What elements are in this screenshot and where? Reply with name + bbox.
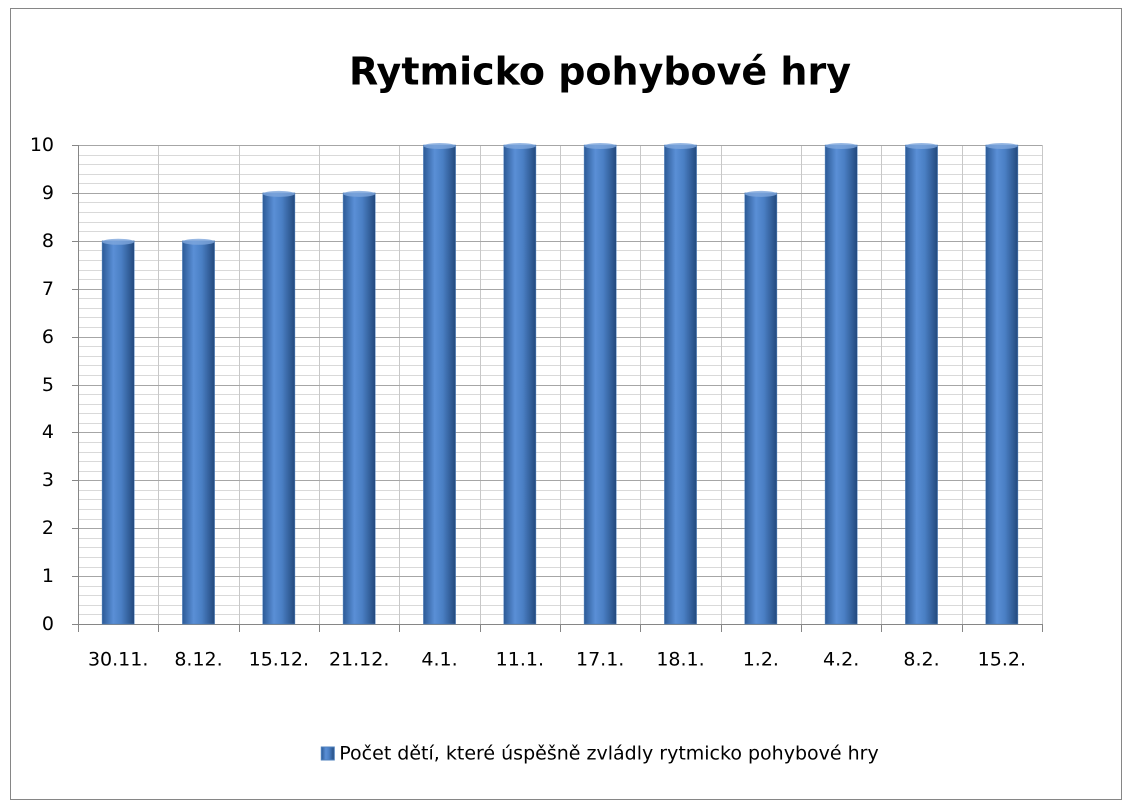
x-tick-label: 18.1. — [656, 649, 704, 671]
y-tick-label: 6 — [42, 326, 54, 348]
x-tick-label: 15.12. — [249, 649, 309, 671]
x-tick-label: 17.1. — [576, 649, 624, 671]
bar — [423, 144, 456, 625]
legend: Počet dětí, které úspěšně zvládly rytmic… — [320, 743, 879, 765]
x-tick-label: 4.1. — [421, 649, 457, 671]
y-tick-label: 2 — [42, 517, 54, 539]
bar-cap — [423, 143, 456, 149]
bar — [744, 192, 778, 625]
y-tick-label: 9 — [42, 182, 54, 204]
bar-cap — [343, 190, 376, 197]
x-tick-label: 21.12. — [329, 649, 389, 671]
bar-cap — [182, 238, 215, 245]
legend-swatch — [320, 746, 335, 761]
y-tick-label: 8 — [42, 230, 54, 252]
y-tick-label: 0 — [42, 613, 54, 635]
bar — [503, 144, 537, 625]
bar-cap — [985, 143, 1018, 149]
bar-cap — [584, 143, 617, 149]
y-tick-label: 7 — [42, 278, 54, 300]
bar — [101, 240, 135, 625]
bar — [342, 192, 376, 625]
bar — [905, 144, 938, 625]
grid — [72, 145, 1043, 632]
bar-cap — [102, 238, 135, 245]
x-tick-label: 11.1. — [496, 649, 544, 671]
x-tick-label: 1.2. — [743, 649, 779, 671]
chart-title: Rytmicko pohybové hry — [349, 50, 851, 94]
bar — [583, 144, 617, 625]
y-tick-label: 10 — [30, 134, 54, 156]
bar-cap — [664, 143, 697, 149]
bar-cap — [744, 190, 777, 197]
marks — [101, 143, 1019, 625]
bar-cap — [262, 190, 295, 197]
x-tick-label: 8.12. — [174, 649, 222, 671]
y-tick-label: 4 — [42, 421, 54, 443]
bar — [824, 144, 858, 625]
x-tick-label: 30.11. — [88, 649, 148, 671]
bar — [664, 144, 697, 625]
bar — [182, 240, 215, 625]
x-tick-label: 8.2. — [903, 649, 939, 671]
x-tick-label: 4.2. — [823, 649, 859, 671]
y-tick-label: 5 — [42, 374, 54, 396]
bar-cap — [825, 143, 858, 149]
y-tick-label: 1 — [42, 565, 54, 587]
bar-cap — [503, 143, 536, 149]
x-tick-label: 15.2. — [978, 649, 1026, 671]
bar — [262, 192, 296, 625]
y-tick-label: 3 — [42, 469, 54, 491]
legend-label: Počet dětí, které úspěšně zvládly rytmic… — [339, 743, 878, 765]
bar — [985, 144, 1019, 625]
bar-cap — [905, 143, 938, 149]
